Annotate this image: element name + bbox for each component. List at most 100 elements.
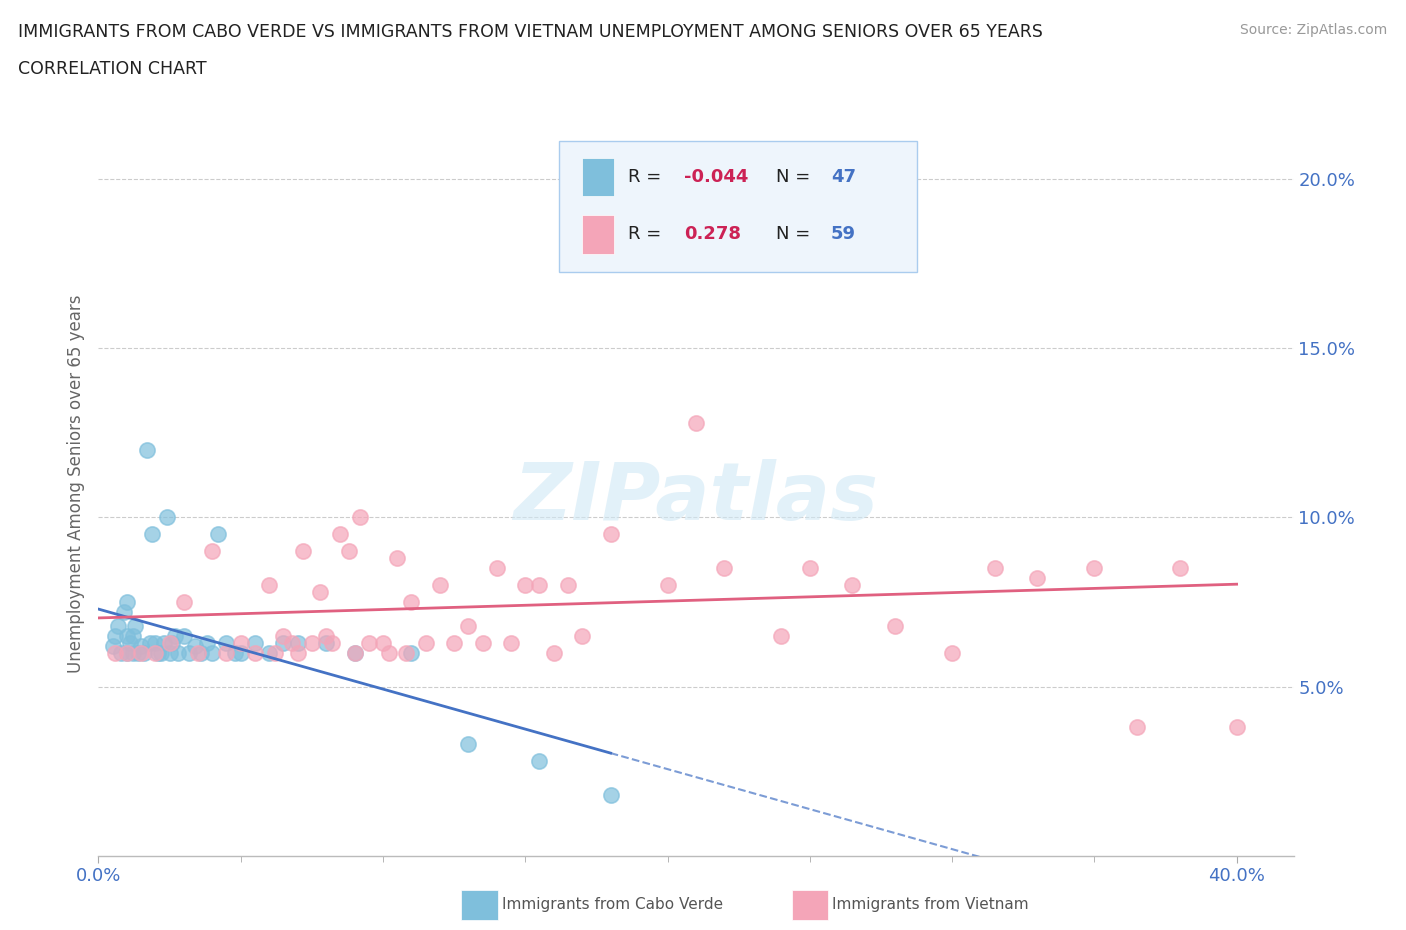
Text: Immigrants from Cabo Verde: Immigrants from Cabo Verde	[502, 897, 723, 912]
Text: 47: 47	[831, 168, 856, 186]
Point	[799, 561, 821, 576]
Point	[377, 645, 399, 660]
FancyBboxPatch shape	[582, 158, 613, 196]
Point	[124, 618, 146, 633]
Point	[121, 645, 143, 660]
Point	[499, 635, 522, 650]
Point	[1083, 561, 1105, 576]
Point	[329, 527, 352, 542]
Point	[148, 645, 170, 660]
FancyBboxPatch shape	[582, 215, 613, 254]
Point	[443, 635, 465, 650]
Point	[273, 635, 295, 650]
Point	[201, 544, 224, 559]
Point	[301, 635, 323, 650]
Point	[173, 594, 195, 609]
Text: CORRELATION CHART: CORRELATION CHART	[18, 60, 207, 78]
Point	[104, 645, 127, 660]
Point	[184, 639, 207, 654]
Point	[129, 639, 152, 654]
Point	[984, 561, 1007, 576]
Point	[371, 635, 394, 650]
Point	[127, 645, 149, 660]
Point	[257, 578, 280, 592]
Point	[229, 645, 252, 660]
Text: IMMIGRANTS FROM CABO VERDE VS IMMIGRANTS FROM VIETNAM UNEMPLOYMENT AMONG SENIORS: IMMIGRANTS FROM CABO VERDE VS IMMIGRANTS…	[18, 23, 1043, 41]
Point	[273, 629, 295, 644]
Point	[162, 635, 184, 650]
Point	[315, 635, 337, 650]
Point	[159, 635, 181, 650]
Point	[457, 618, 479, 633]
Point	[1168, 561, 1191, 576]
Text: 59: 59	[831, 225, 856, 244]
Point	[529, 578, 551, 592]
Point	[529, 753, 551, 768]
Point	[557, 578, 579, 592]
Point	[115, 629, 138, 644]
Point	[401, 594, 423, 609]
Text: N =: N =	[776, 168, 815, 186]
Point	[315, 629, 337, 644]
Point	[343, 645, 366, 660]
Point	[309, 584, 332, 599]
Point	[841, 578, 863, 592]
Point	[1126, 720, 1149, 735]
Point	[115, 645, 138, 660]
Point	[1226, 720, 1249, 735]
Point	[224, 645, 246, 660]
Point	[357, 635, 380, 650]
Point	[385, 551, 409, 565]
Point	[110, 645, 132, 660]
Y-axis label: Unemployment Among Seniors over 65 years: Unemployment Among Seniors over 65 years	[66, 295, 84, 672]
Point	[201, 645, 224, 660]
Point	[485, 561, 508, 576]
Point	[287, 635, 309, 650]
Point	[132, 645, 155, 660]
Point	[243, 645, 266, 660]
Point	[343, 645, 366, 660]
Point	[543, 645, 565, 660]
Text: N =: N =	[776, 225, 815, 244]
Text: R =: R =	[628, 168, 666, 186]
Point	[115, 645, 138, 660]
Point	[153, 635, 176, 650]
Point	[243, 635, 266, 650]
Point	[129, 645, 152, 660]
Point	[599, 788, 621, 803]
Point	[628, 206, 651, 220]
Point	[349, 510, 371, 525]
Point	[195, 635, 218, 650]
Point	[321, 635, 343, 650]
Point	[884, 618, 907, 633]
Point	[104, 629, 127, 644]
Point	[713, 561, 735, 576]
Point	[138, 635, 160, 650]
Point	[229, 635, 252, 650]
Point	[571, 629, 593, 644]
Text: Immigrants from Vietnam: Immigrants from Vietnam	[832, 897, 1029, 912]
Point	[179, 645, 201, 660]
Point	[187, 645, 209, 660]
Text: -0.044: -0.044	[685, 168, 748, 186]
Point	[429, 578, 451, 592]
Point	[415, 635, 437, 650]
Point	[101, 639, 124, 654]
Point	[215, 635, 238, 650]
Point	[135, 443, 157, 458]
Point	[471, 635, 494, 650]
Point	[337, 544, 360, 559]
Text: ZIPatlas: ZIPatlas	[513, 459, 879, 538]
Point	[215, 645, 238, 660]
Point	[141, 527, 163, 542]
Point	[115, 594, 138, 609]
Point	[150, 645, 173, 660]
Point	[112, 604, 135, 619]
Point	[292, 544, 315, 559]
Point	[1026, 571, 1049, 586]
Point	[121, 629, 143, 644]
Point	[281, 635, 304, 650]
Point	[173, 629, 195, 644]
Point	[941, 645, 963, 660]
Point	[263, 645, 285, 660]
